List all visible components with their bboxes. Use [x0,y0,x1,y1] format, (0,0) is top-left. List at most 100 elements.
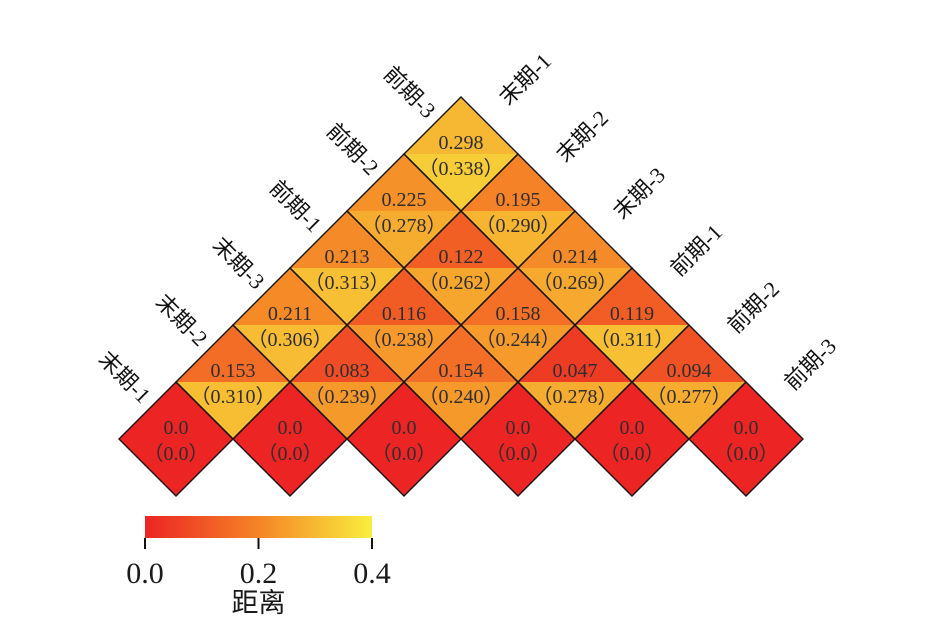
cell-alt-value: （0.0） [372,442,437,465]
row-label-left: 末期-2 [151,289,213,351]
cell-alt-value: （0.0） [144,442,209,465]
cell-main-value: 0.298 [439,132,484,154]
cell-lower-half [290,268,404,325]
cell-lower-half [461,325,575,382]
cell-lower-half [233,439,347,496]
row-label-right: 前期-2 [722,276,784,338]
cell-alt-value: （0.278） [533,385,618,408]
cell-alt-value: （0.290） [476,214,561,237]
cell-alt-value: （0.240） [419,385,504,408]
cell-lower-half [404,382,518,439]
cell-alt-value: （0.306） [248,328,333,351]
cell-main-value: 0.195 [496,189,541,211]
cell-alt-value: （0.0） [258,442,323,465]
cell-upper-half [632,325,746,382]
cell-upper-half [461,382,575,439]
cell-alt-value: （0.310） [191,385,276,408]
cell-lower-half [290,382,404,439]
cell-main-value: 0.0 [392,417,417,439]
cell-alt-value: （0.262） [419,271,504,294]
cell-upper-half [689,382,803,439]
cell-alt-value: （0.313） [305,271,390,294]
row-label-right: 前期-3 [779,333,841,395]
cell-alt-value: （0.244） [476,328,561,351]
cell-lower-half [347,211,461,268]
colorbar-tick-label: 0.0 [126,557,164,590]
cell-upper-half [518,211,632,268]
cell-main-value: 0.225 [382,189,427,211]
row-label-left: 末期-3 [208,232,270,294]
cell-lower-half [233,325,347,382]
cell-lower-half [347,325,461,382]
cell-lower-half [632,382,746,439]
row-label-right: 末期-2 [551,105,613,167]
row-label-right: 末期-1 [494,48,556,110]
cell-upper-half [347,268,461,325]
cell-border [403,96,519,212]
cell-main-value: 0.214 [553,246,598,268]
cell-upper-half [518,325,632,382]
cell-alt-value: （0.239） [305,385,390,408]
cell-main-value: 0.083 [325,360,370,382]
cell-main-value: 0.0 [164,417,189,439]
cell-main-value: 0.094 [667,360,712,382]
cell-alt-value: （0.269） [533,271,618,294]
cell-main-value: 0.0 [506,417,531,439]
row-label-left: 前期-2 [322,118,384,180]
cell-upper-half [233,382,347,439]
cell-upper-half [176,325,290,382]
colorbar: 0.0 0.2 0.4 距离 [126,516,391,618]
row-label-right: 末期-3 [608,162,670,224]
cell-main-value: 0.047 [553,360,598,382]
cell-upper-half [461,154,575,211]
cell-lower-half [119,439,233,496]
cell-upper-half [233,268,347,325]
cell-upper-half [347,154,461,211]
cell-main-value: 0.211 [268,303,312,325]
matrix-cell-outlines [118,96,804,497]
matrix-cell-values: 0.0 （0.0） 0.0 （0.0） 0.0 （0.0） 0.0 （0.0） 0.0 （0.0）… [144,132,779,465]
matrix-cell-fills [119,97,803,496]
colorbar-gradient-bar [145,516,372,538]
cell-lower-half [518,382,632,439]
cell-lower-half [461,211,575,268]
cell-alt-value: （0.311） [590,328,674,351]
cell-alt-value: （0.0） [486,442,551,465]
cell-alt-value: （0.0） [600,442,665,465]
colorbar-tick-label: 0.2 [240,557,278,590]
cell-alt-value: （0.238） [362,328,447,351]
cell-main-value: 0.213 [325,246,370,268]
cell-alt-value: （0.0） [714,442,779,465]
cell-lower-half [176,382,290,439]
cell-alt-value: （0.278） [362,214,447,237]
cell-alt-value: （0.277） [647,385,732,408]
row-label-right: 前期-1 [665,219,727,281]
cell-main-value: 0.116 [382,303,426,325]
cell-lower-half [518,268,632,325]
cell-upper-half [404,211,518,268]
cell-lower-half [404,154,518,211]
row-label-left: 前期-3 [379,61,441,123]
cell-main-value: 0.122 [439,246,484,268]
cell-upper-half [119,382,233,439]
cell-lower-half [404,268,518,325]
row-label-left: 末期-1 [94,346,156,408]
cell-upper-half [404,97,518,154]
cell-upper-half [347,382,461,439]
colorbar-title: 距离 [232,588,286,618]
cell-main-value: 0.0 [620,417,645,439]
row-label-left: 前期-1 [265,175,327,237]
cell-main-value: 0.153 [211,360,256,382]
cell-upper-half [290,325,404,382]
cell-main-value: 0.158 [496,303,541,325]
cell-upper-half [461,268,575,325]
cell-main-value: 0.0 [278,417,303,439]
cell-lower-half [575,439,689,496]
cell-lower-half [575,325,689,382]
cell-main-value: 0.154 [439,360,484,382]
cell-main-value: 0.119 [610,303,654,325]
cell-lower-half [689,439,803,496]
cell-upper-half [404,325,518,382]
